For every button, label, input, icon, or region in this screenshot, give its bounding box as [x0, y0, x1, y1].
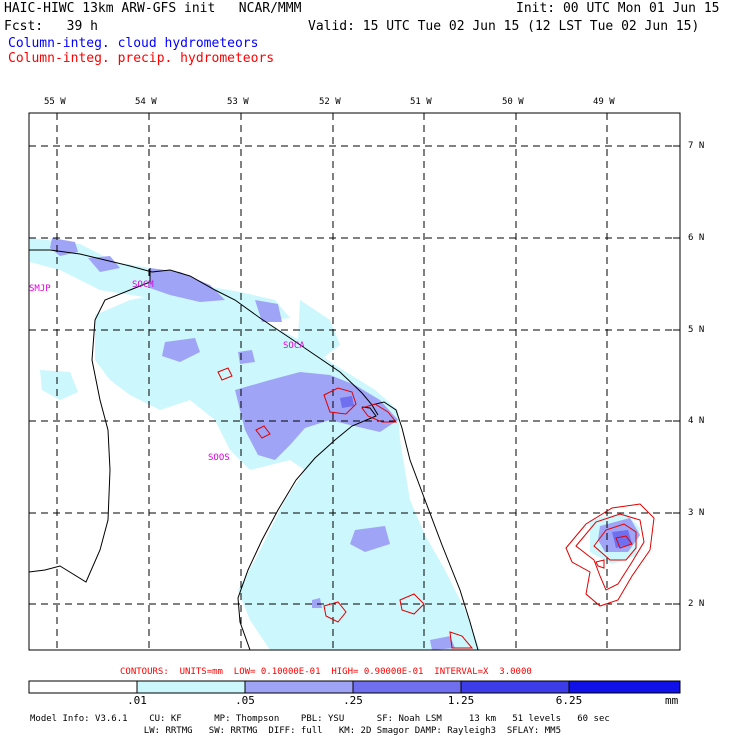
coastline-borders: [28, 249, 479, 651]
field-label-precip: Column-integ. precip. hydrometeors: [8, 51, 275, 66]
colorbar-tick: .25: [343, 694, 363, 707]
plot-title: HAIC-HIWC 13km ARW-GFS init NCAR/MMM: [4, 1, 302, 16]
map-frame: [28, 112, 681, 651]
lon-label: 54 W: [135, 97, 157, 107]
lat-label: 6 N: [688, 233, 705, 243]
station-label: SOCM: [132, 280, 154, 290]
contours-info: CONTOURS: UNITS=mm LOW= 0.10000E-01 HIGH…: [120, 667, 532, 677]
colorbar-units: mm: [665, 694, 679, 707]
lon-label: 55 W: [44, 97, 66, 107]
lon-label: 49 W: [593, 97, 615, 107]
colorbar: [28, 680, 681, 694]
forecast-hour: Fcst: 39 h: [4, 19, 98, 34]
station-label: SOCA: [283, 341, 305, 351]
colorbar-tick: 6.25: [555, 694, 583, 707]
station-label: SOOS: [208, 453, 230, 463]
cloud-fill-light: [30, 238, 640, 650]
station-label: SMJP: [29, 284, 51, 294]
lon-label: 52 W: [319, 97, 341, 107]
lon-label: 50 W: [502, 97, 524, 107]
lon-label: 51 W: [410, 97, 432, 107]
valid-time: Valid: 15 UTC Tue 02 Jun 15 (12 LST Tue …: [308, 19, 700, 34]
cloud-fill-medium: [50, 238, 640, 650]
colorbar-tick: .05: [235, 694, 255, 707]
graticule: [29, 113, 680, 650]
lat-label: 2 N: [688, 599, 705, 609]
init-time: Init: 00 UTC Mon 01 Jun 15: [516, 1, 720, 16]
model-info-line2: LW: RRTMG SW: RRTMG DIFF: full KM: 2D Sm…: [30, 726, 562, 736]
lat-label: 5 N: [688, 325, 705, 335]
lat-label: 4 N: [688, 416, 705, 426]
lat-label: 7 N: [688, 141, 705, 151]
lon-label: 53 W: [227, 97, 249, 107]
precip-contours: [217, 367, 655, 649]
colorbar-tick: .01: [127, 694, 147, 707]
field-label-cloud: Column-integ. cloud hydrometeors: [8, 36, 259, 51]
model-info-line1: Model Info: V3.6.1 CU: KF MP: Thompson P…: [30, 714, 610, 724]
cloud-fill-dark: [340, 396, 632, 548]
lat-label: 3 N: [688, 508, 705, 518]
colorbar-tick: 1.25: [447, 694, 475, 707]
axis-ticks: [56, 113, 680, 605]
